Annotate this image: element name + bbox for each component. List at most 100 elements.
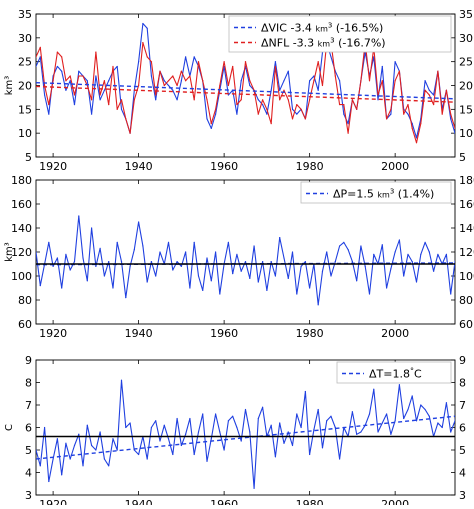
legend-frame (228, 15, 452, 53)
data-point-vic (108, 80, 110, 82)
data-point-t (155, 420, 157, 422)
x-tick-label: 1920 (39, 160, 67, 173)
data-point-t (360, 431, 362, 433)
data-point-p (364, 265, 366, 267)
plot-area (36, 22, 455, 144)
data-point-p (343, 241, 345, 243)
data-point-t (103, 458, 106, 460)
data-point-nfl (351, 99, 353, 101)
data-point-t (227, 420, 229, 422)
data-point-nfl (48, 103, 50, 106)
data-point-nfl (415, 142, 418, 144)
data-point-t (125, 426, 127, 429)
data-point-vic (347, 123, 349, 125)
data-point-nfl (309, 99, 311, 101)
data-point-p (146, 281, 148, 283)
data-point-p (73, 261, 76, 263)
data-point-nfl (240, 99, 242, 101)
data-point-p (445, 253, 448, 255)
data-point-t (304, 390, 306, 393)
x-tick-label: 1920 (39, 498, 67, 505)
y-tick-label-left: 120 (11, 246, 32, 259)
data-point-t (415, 420, 418, 422)
data-point-t (321, 447, 324, 449)
legend-label: ΔNFL -3.3 km3 (-16.7%) (261, 37, 386, 50)
y-tick-label-left: 25 (18, 56, 32, 69)
data-point-vic (415, 137, 418, 139)
data-point-t (197, 431, 200, 433)
data-point-p (167, 241, 170, 243)
data-point-p (257, 281, 259, 283)
data-point-vic (296, 113, 298, 115)
data-point-nfl (343, 103, 345, 106)
data-point-p (150, 261, 153, 263)
data-point-vic (43, 94, 46, 96)
data-point-vic (257, 99, 259, 101)
data-point-nfl (189, 75, 191, 77)
trend-line-t-trend (36, 415, 455, 460)
y-tick-label-right: 10 (459, 127, 473, 140)
data-point-vic (317, 89, 319, 91)
data-point-nfl (103, 80, 106, 82)
data-point-p (90, 227, 93, 229)
data-point-p (433, 270, 435, 272)
legend-label: ΔVIC -3.4 km3 (-16.5%) (261, 22, 383, 35)
legend-label: ΔT=1.8°C (369, 367, 422, 381)
data-point-p (232, 273, 234, 275)
data-point-nfl (385, 118, 388, 120)
y-axis-label: C (4, 424, 15, 431)
data-point-nfl (411, 127, 413, 129)
data-point-nfl (82, 75, 84, 77)
data-point-vic (227, 94, 229, 96)
data-point-t (270, 424, 272, 426)
x-tick-label: 1960 (210, 327, 238, 340)
data-point-p (415, 281, 418, 283)
data-point-nfl (394, 80, 396, 82)
data-point-p (287, 277, 289, 279)
series-line-p (36, 215, 455, 306)
data-point-t (373, 388, 375, 390)
data-point-t (262, 406, 264, 408)
data-point-nfl (279, 99, 281, 101)
data-point-nfl (283, 89, 285, 91)
data-point-nfl (236, 103, 238, 106)
data-point-nfl (450, 113, 452, 115)
data-point-nfl (112, 65, 114, 68)
series-line-t (36, 379, 455, 489)
data-point-t (296, 413, 298, 415)
y-axis-label: km³ (4, 242, 15, 262)
data-point-p (270, 261, 272, 263)
x-tick-label: 1960 (210, 498, 238, 505)
data-point-t (108, 465, 110, 467)
legend-unit-exponent: 3 (328, 22, 332, 30)
y-tick-label-right: 120 (459, 246, 474, 259)
y-tick-label-left: 160 (11, 198, 32, 211)
y-tick-label-left: 30 (18, 32, 32, 45)
data-point-nfl (296, 103, 298, 106)
data-point-p (125, 297, 127, 299)
data-point-nfl (36, 56, 37, 58)
data-point-p (193, 241, 195, 243)
y-tick-label-right: 8 (459, 377, 466, 390)
data-point-t (82, 465, 84, 467)
data-point-p (253, 245, 255, 247)
y-tick-label-left: 35 (18, 8, 32, 21)
y-tick-label-right: 160 (459, 198, 474, 211)
data-point-t (441, 426, 443, 429)
x-tick-label: 1980 (296, 327, 324, 340)
data-point-t (428, 415, 430, 417)
y-tick-label-right: 180 (459, 174, 474, 187)
data-point-t (112, 438, 114, 440)
data-point-p (206, 257, 208, 259)
legend-unit: km (315, 25, 328, 34)
data-point-nfl (270, 123, 272, 125)
data-point-nfl (360, 80, 362, 82)
data-point-nfl (420, 123, 422, 125)
data-point-p (330, 275, 332, 277)
legend: ΔVIC -3.4 km3 (-16.5%) ΔNFL -3.3 km3 (-16… (228, 15, 452, 53)
data-point-vic (279, 89, 281, 91)
legend-text: ΔT=1.8 (369, 368, 410, 381)
data-point-t (214, 413, 217, 415)
data-point-p (394, 251, 396, 253)
